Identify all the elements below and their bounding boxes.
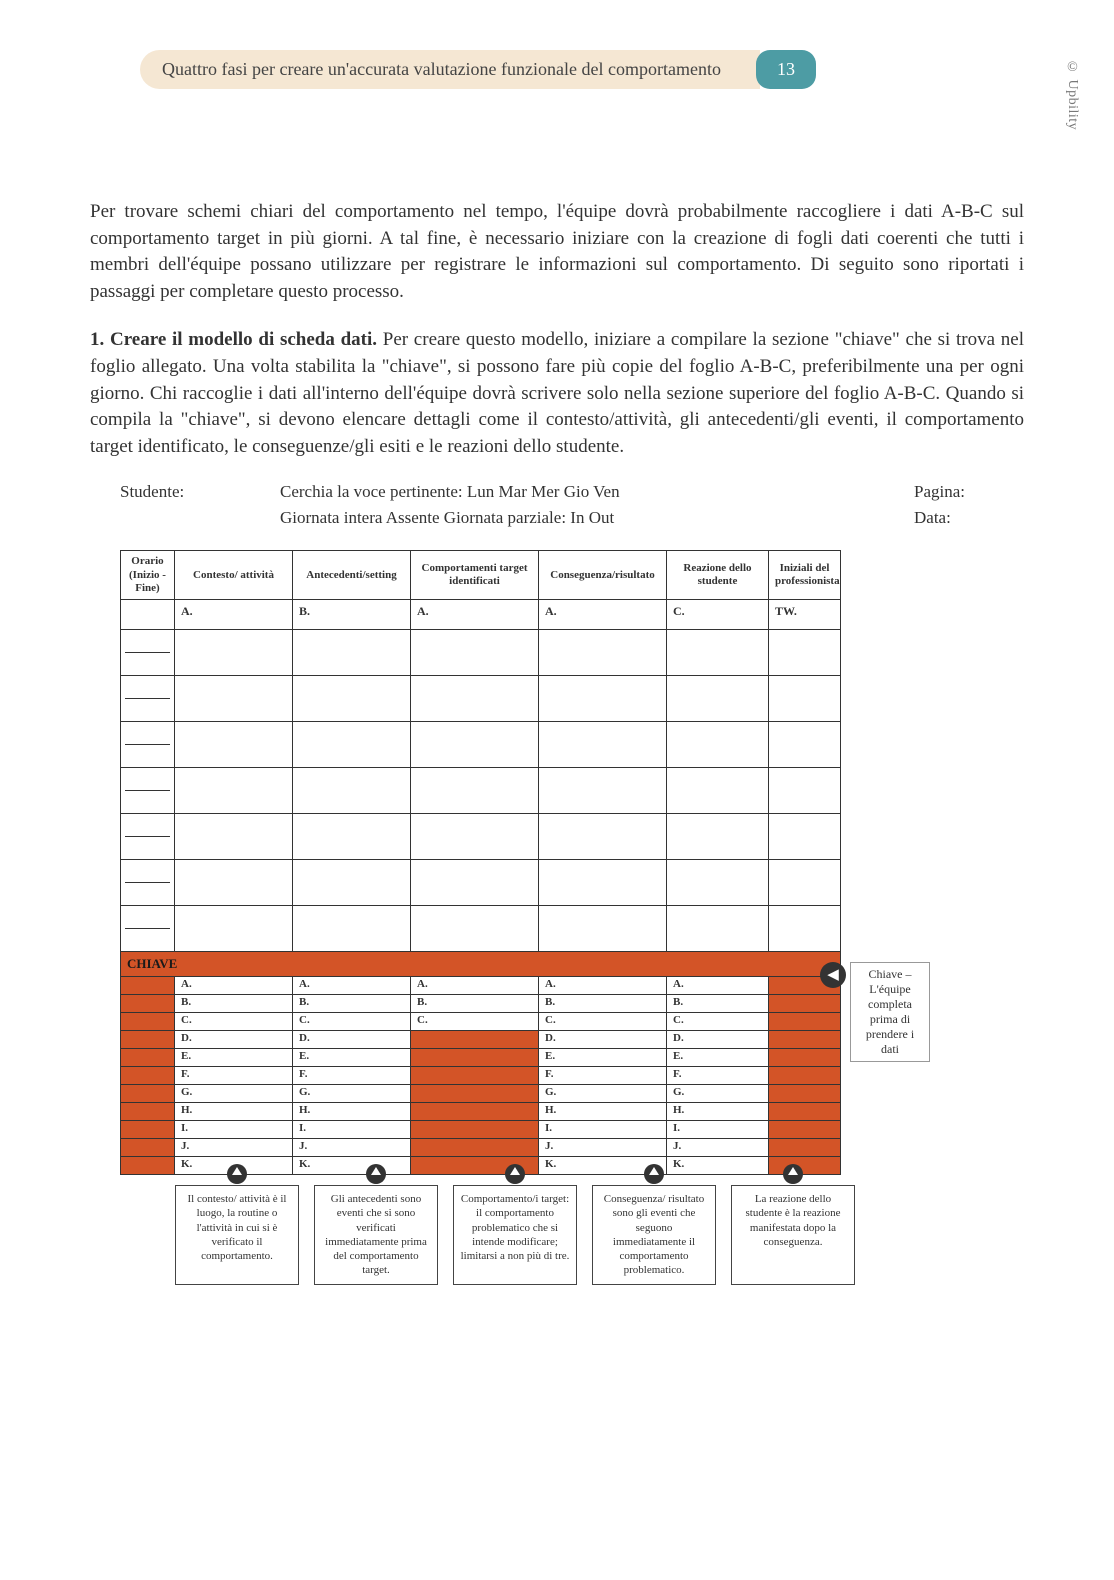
table-row xyxy=(121,675,841,721)
form-header-lines: Studente: Cerchia la voce pertinente: Lu… xyxy=(120,482,1024,528)
chiave-row: C.C.C.C.C. xyxy=(121,1012,841,1030)
th-reaction: Reazione dello studente xyxy=(667,551,769,600)
up-arrow-icon xyxy=(505,1164,525,1184)
step-1-paragraph: 1. Creare il modello di scheda dati. Per… xyxy=(90,327,1024,460)
chiave-row: B.B.B.B.B. xyxy=(121,994,841,1012)
abc-table-wrap: Orario (Inizio -Fine) Contesto/ attività… xyxy=(120,550,840,1175)
th-antecedent: Antecedenti/setting xyxy=(293,551,411,600)
chiave-row: I.I.I.I. xyxy=(121,1120,841,1138)
up-arrow-icon xyxy=(366,1164,386,1184)
callout-box: Il contesto/ attività è il luogo, la rou… xyxy=(175,1185,299,1285)
callout-box: Conseguenza/ risultato sono gli eventi c… xyxy=(592,1185,716,1285)
abc-table: Orario (Inizio -Fine) Contesto/ attività… xyxy=(120,550,841,1175)
up-arrow-icon xyxy=(644,1164,664,1184)
chiave-label: CHIAVE xyxy=(121,951,841,976)
chiave-row: E.E.E.E. xyxy=(121,1048,841,1066)
callout-box: La reazione dello studente è la reazione… xyxy=(731,1185,855,1285)
page-number: 13 xyxy=(756,50,816,89)
chiave-row: G.G.G.G. xyxy=(121,1084,841,1102)
cerchia-line: Cerchia la voce pertinente: Lun Mar Mer … xyxy=(280,482,874,502)
copyright: © Upbility xyxy=(1064,60,1080,130)
table-row xyxy=(121,629,841,675)
pagina-label: Pagina: xyxy=(914,482,1024,502)
chiave-row: F.F.F.F. xyxy=(121,1066,841,1084)
cell-behaviors: A. xyxy=(411,599,539,629)
chiave-sidenote: Chiave – L'équipe completa prima di pren… xyxy=(850,962,930,1062)
step-1-heading: 1. Creare il modello di scheda dati. xyxy=(90,329,377,350)
callout-box: Comportamento/i target: il comportamento… xyxy=(453,1185,577,1285)
up-arrow-icon xyxy=(783,1164,803,1184)
cell-initials: TW. xyxy=(769,599,841,629)
th-behaviors: Comportamenti target identificati xyxy=(411,551,539,600)
table-row xyxy=(121,905,841,951)
chiave-row: H.H.H.H. xyxy=(121,1102,841,1120)
table-row: A.B.A.A.C.TW. xyxy=(121,599,841,629)
chiave-row: A.A.A.A.A. xyxy=(121,976,841,994)
table-header-row: Orario (Inizio -Fine) Contesto/ attività… xyxy=(121,551,841,600)
header: Quattro fasi per creare un'accurata valu… xyxy=(140,50,1024,89)
th-consequence: Conseguenza/risultato xyxy=(539,551,667,600)
up-arrow-icon xyxy=(227,1164,247,1184)
th-initials: Iniziali del professionista xyxy=(769,551,841,600)
chiave-arrow-icon: ◀ xyxy=(820,962,846,988)
day-line: Giornata intera Assente Giornata parzial… xyxy=(280,508,874,528)
th-time: Orario (Inizio -Fine) xyxy=(121,551,175,600)
table-row xyxy=(121,721,841,767)
th-context: Contesto/ attività xyxy=(175,551,293,600)
chiave-header-row: CHIAVE xyxy=(121,951,841,976)
cell-consequence: A. xyxy=(539,599,667,629)
cell-reaction: C. xyxy=(667,599,769,629)
table-row xyxy=(121,813,841,859)
callout-row: Il contesto/ attività è il luogo, la rou… xyxy=(175,1185,855,1285)
studente-label: Studente: xyxy=(120,482,240,502)
data-label: Data: xyxy=(914,508,1024,528)
cell-context: A. xyxy=(175,599,293,629)
chiave-row: D.D.D.D. xyxy=(121,1030,841,1048)
callout-box: Gli antecedenti sono eventi che si sono … xyxy=(314,1185,438,1285)
cell-antecedent: B. xyxy=(293,599,411,629)
cell-time xyxy=(121,599,175,629)
table-row xyxy=(121,859,841,905)
chiave-row: J.J.J.J. xyxy=(121,1138,841,1156)
intro-paragraph: Per trovare schemi chiari del comportame… xyxy=(90,199,1024,305)
table-row xyxy=(121,767,841,813)
header-title: Quattro fasi per creare un'accurata valu… xyxy=(140,50,760,89)
